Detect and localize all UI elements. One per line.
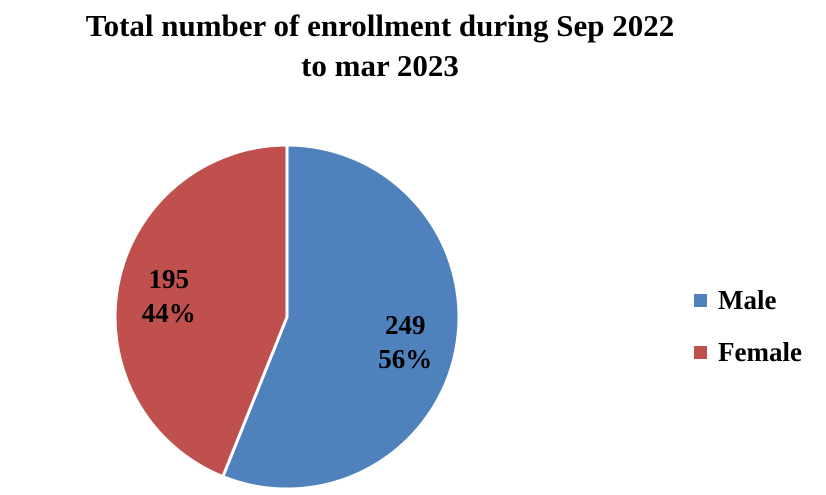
legend-swatch-male xyxy=(694,293,707,307)
legend: Male Female xyxy=(694,274,802,378)
legend-item-female: Female xyxy=(694,326,802,378)
slice-percent-female: 44% xyxy=(142,298,196,328)
slice-value-male: 249 xyxy=(385,310,426,340)
legend-label-female: Female xyxy=(718,336,802,367)
slice-value-female: 195 xyxy=(149,264,190,294)
chart-title-line-1: Total number of enrollment during Sep 20… xyxy=(85,8,675,43)
slice-percent-male: 56% xyxy=(378,344,432,374)
legend-label-male: Male xyxy=(718,284,777,315)
pie-slice-female xyxy=(113,143,289,479)
legend-item-male: Male xyxy=(694,274,802,326)
chart-title: Total number of enrollment during Sep 20… xyxy=(0,6,760,86)
pie-slice-male xyxy=(220,143,461,491)
legend-swatch-female xyxy=(694,345,707,359)
chart-title-line-2: to mar 2023 xyxy=(301,48,459,83)
